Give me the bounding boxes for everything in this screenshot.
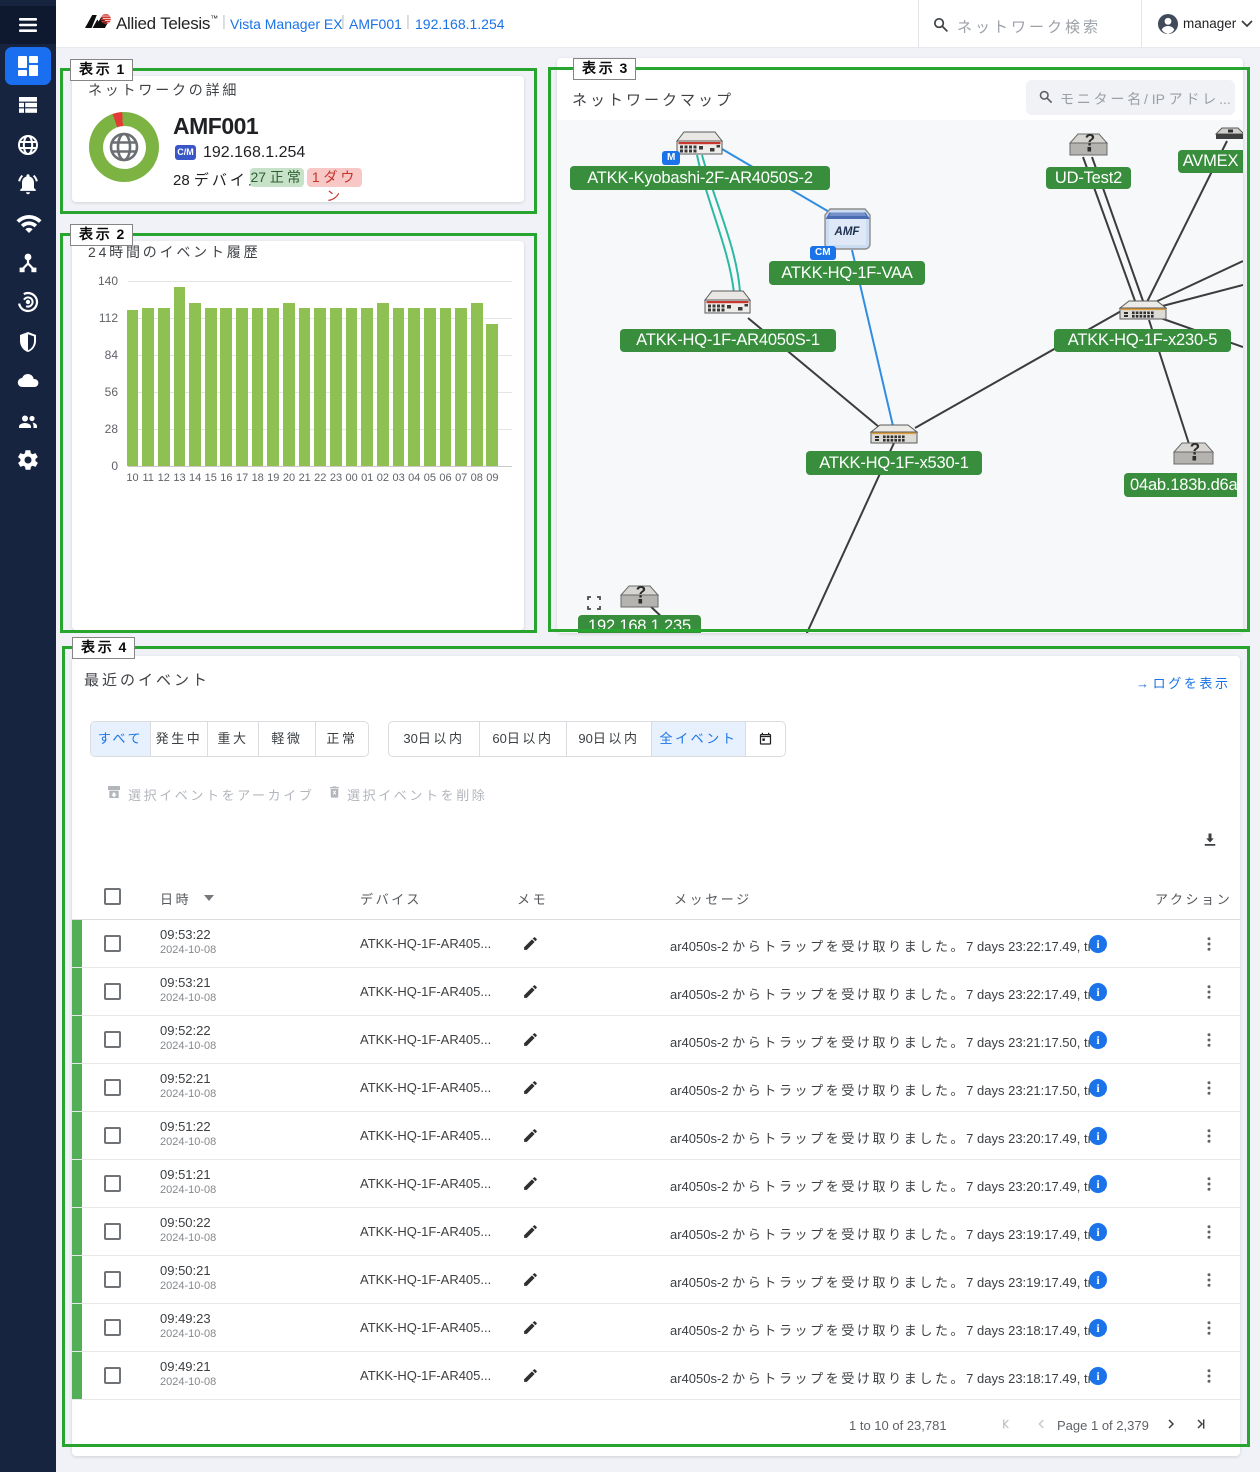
svg-text:?: ? <box>1085 131 1095 150</box>
svg-text:?: ? <box>1190 440 1200 459</box>
svg-text:?: ? <box>636 583 646 602</box>
svg-text:AMF: AMF <box>834 226 861 238</box>
